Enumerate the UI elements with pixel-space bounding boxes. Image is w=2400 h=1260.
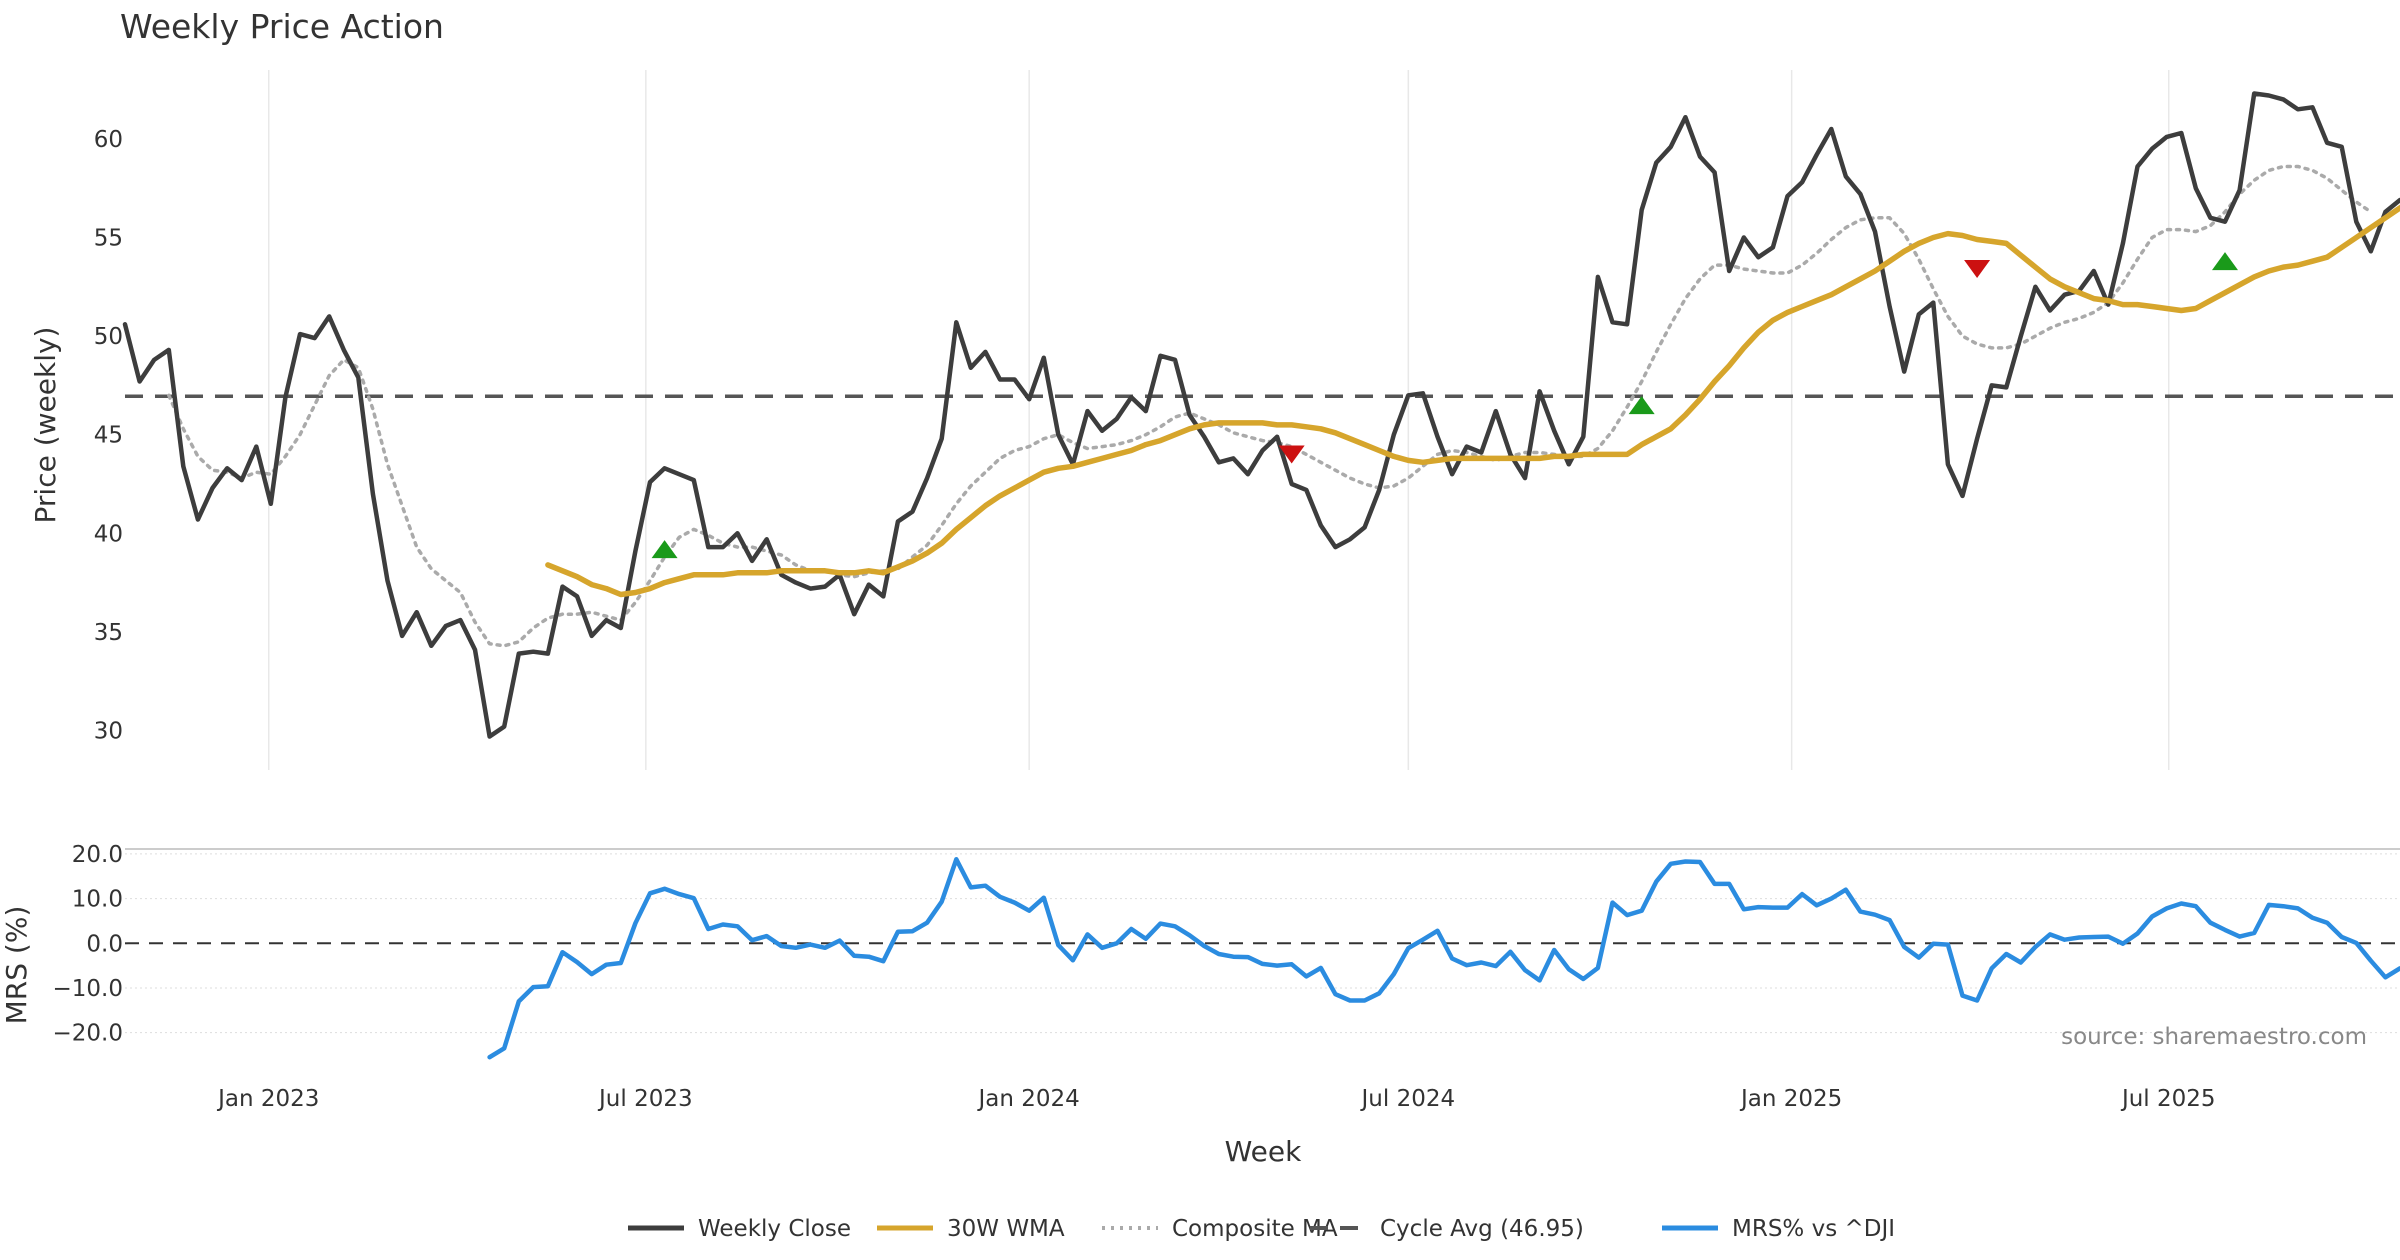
price-y-tick-label: 30 [94, 719, 123, 745]
mrs-y-tick-label: 0.0 [86, 931, 123, 957]
price-grid [268, 70, 2170, 770]
x-axis-label: Week [1225, 1135, 1302, 1168]
buy-signal-marker [651, 540, 678, 559]
x-tick-label: Jan 2023 [216, 1086, 319, 1112]
mrs-axis-label: MRS (%) [0, 906, 33, 1025]
price-axis-label: Price (weekly) [29, 327, 62, 524]
x-tick-label: Jul 2023 [597, 1086, 693, 1112]
price-y-tick-label: 50 [94, 324, 123, 350]
price-y-tick-label: 55 [94, 226, 123, 252]
price-y-tick-label: 40 [94, 521, 123, 547]
mrs-line [487, 857, 2400, 1060]
composite-ma-line [167, 164, 2373, 648]
mrs-grid [125, 848, 2400, 1034]
price-y-tick-label: 60 [94, 127, 123, 153]
weekly-close-line [122, 91, 2400, 739]
sell-signal-marker [1278, 445, 1305, 464]
axis-ticks: Jan 2023 Jul 2023 Jan 2024 Jul 2024 Jan 2025… [53, 127, 2216, 1112]
x-tick-label: Jul 2024 [1360, 1086, 1456, 1112]
sell-signal-marker [1964, 260, 1991, 279]
legend-label: Weekly Close [698, 1216, 851, 1242]
chart-title: Weekly Price Action [120, 7, 444, 46]
legend-label: MRS% vs ^DJI [1732, 1216, 1895, 1242]
buy-signal-marker [1628, 396, 1655, 415]
x-tick-label: Jan 2024 [977, 1086, 1080, 1112]
buy-signal-marker [2212, 252, 2238, 271]
mrs-y-tick-label: −10.0 [53, 976, 123, 1002]
legend-label: Cycle Avg (46.95) [1380, 1216, 1584, 1242]
legend-label: 30W WMA [947, 1216, 1065, 1242]
price-y-tick-label: 45 [94, 423, 123, 449]
mrs-y-tick-label: −20.0 [53, 1021, 123, 1047]
mrs-y-tick-label: 20.0 [72, 842, 123, 868]
mrs-y-tick-label: 10.0 [72, 887, 123, 913]
x-tick-label: Jul 2025 [2120, 1086, 2216, 1112]
legend: Weekly Close 30W WMA Composite MA Cycle Avg… [628, 1216, 1895, 1242]
price-lines [122, 91, 2400, 739]
price-y-tick-label: 35 [94, 620, 123, 646]
wma-30w-line [545, 204, 2400, 598]
source-note: source: sharemaestro.com [2061, 1024, 2367, 1050]
mrs-lines [487, 857, 2400, 1060]
x-tick-label: Jan 2025 [1739, 1086, 1842, 1112]
